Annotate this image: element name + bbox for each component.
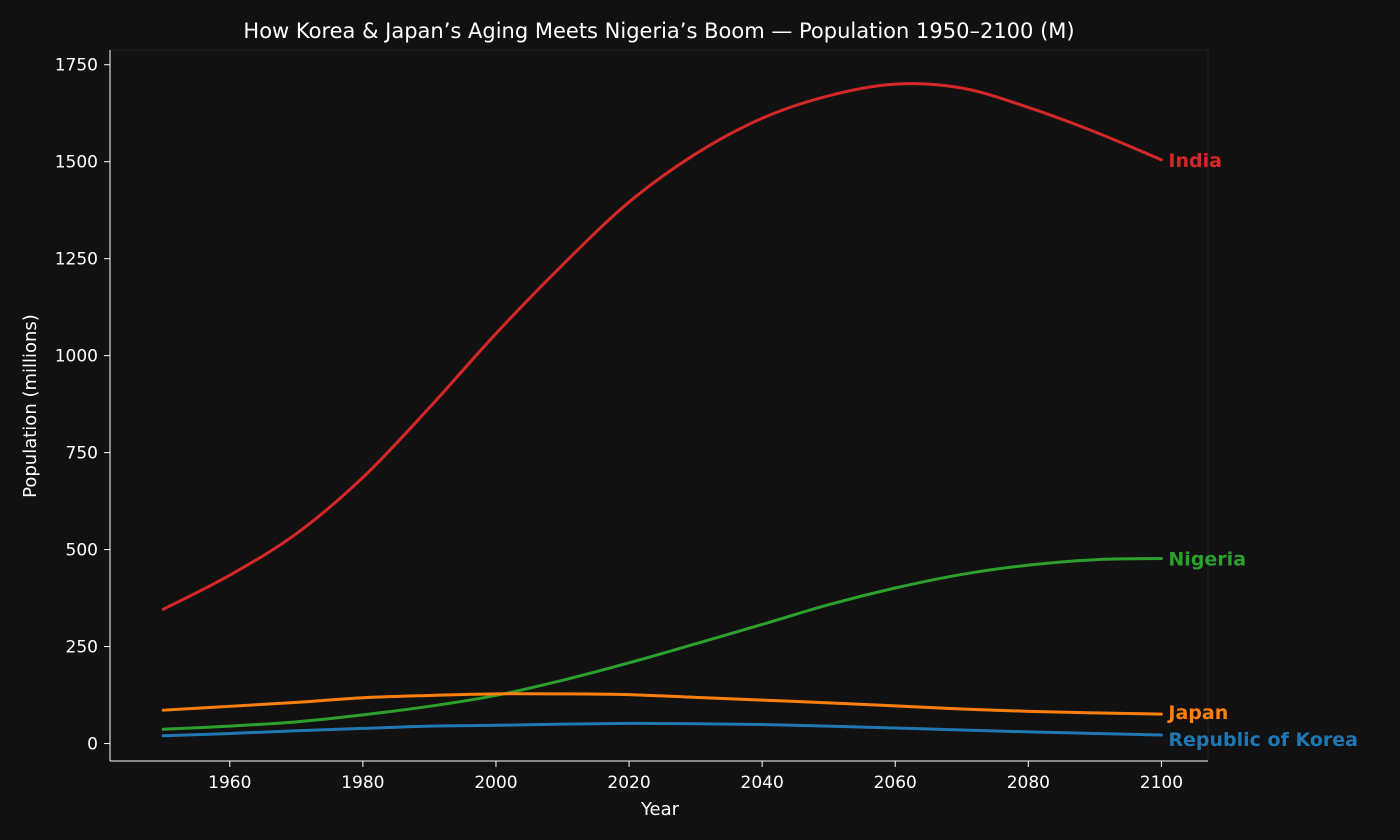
y-tick-label: 250 xyxy=(66,638,98,658)
y-tick-label: 500 xyxy=(66,541,98,561)
plot-area xyxy=(109,49,1209,762)
y-axis-title: Population (millions) xyxy=(20,314,41,498)
series-label-japan: Japan xyxy=(1166,702,1228,724)
series-line-japan xyxy=(161,692,1163,716)
x-tick-label: 2080 xyxy=(1007,773,1050,793)
series-label-republic-of-korea: Republic of Korea xyxy=(1168,729,1358,751)
x-tick-label: 1980 xyxy=(341,773,384,793)
series-line-nigeria xyxy=(161,557,1163,731)
x-tick-label: 2020 xyxy=(607,773,650,793)
series-label-nigeria: Nigeria xyxy=(1168,549,1246,571)
y-tick-label: 750 xyxy=(66,444,98,464)
series-line-india xyxy=(161,82,1163,611)
chart-title: How Korea & Japan’s Aging Meets Nigeria’… xyxy=(243,19,1074,43)
y-tick-label: 1500 xyxy=(55,153,98,173)
x-axis-title: Year xyxy=(640,799,680,820)
x-tick-label: 2040 xyxy=(741,773,784,793)
series-line-republic-of-korea xyxy=(161,721,1163,738)
series-label-india: India xyxy=(1168,150,1222,172)
x-tick-label: 2060 xyxy=(874,773,917,793)
y-tick-label: 1000 xyxy=(55,347,98,367)
y-tick-label: 1250 xyxy=(55,250,98,270)
y-tick-label: 1750 xyxy=(55,56,98,76)
x-tick-label: 2100 xyxy=(1140,773,1183,793)
y-tick-label: 0 xyxy=(87,735,98,755)
plot-content: 1960 1980 2000 2020 2040 2060 2080 2100 0 250 500 7… xyxy=(55,50,1358,793)
x-tick-label: 2000 xyxy=(474,773,517,793)
x-tick-label: 1960 xyxy=(208,773,251,793)
